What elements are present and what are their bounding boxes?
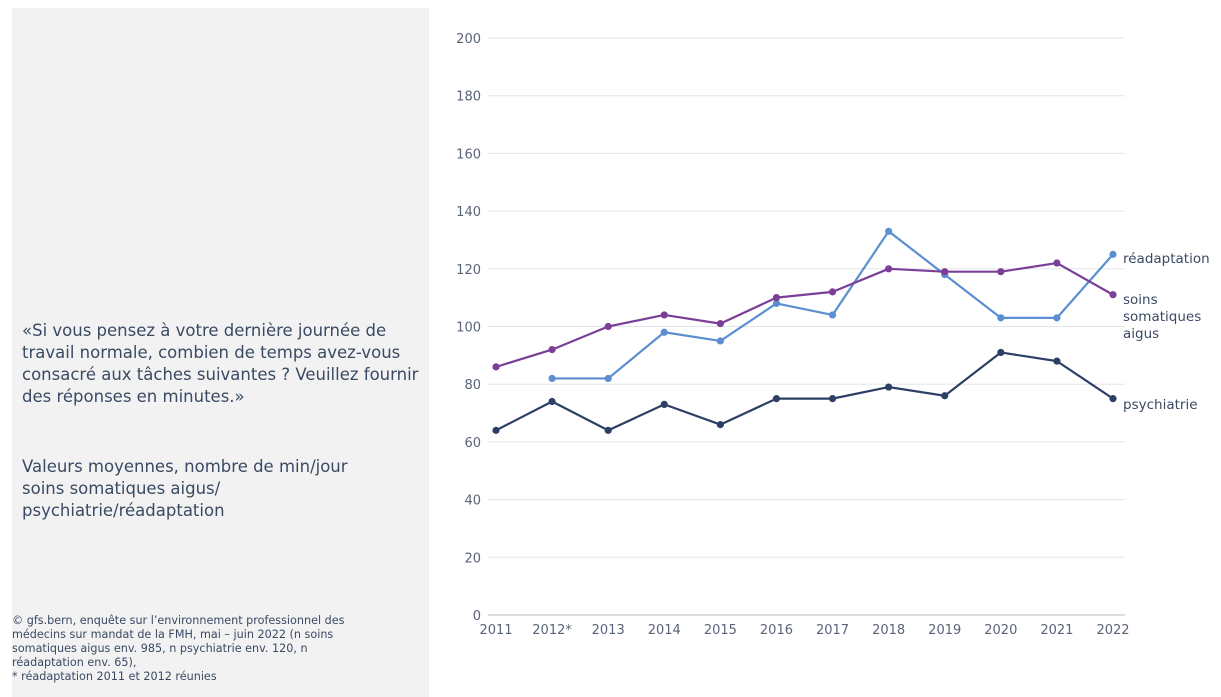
data-point	[828, 288, 837, 296]
x-tick-label: 2011	[479, 623, 512, 638]
x-tick-label: 2021	[1040, 623, 1073, 638]
data-point	[604, 426, 612, 434]
series-line	[495, 261, 1114, 368]
y-tick-label: 60	[464, 436, 481, 451]
y-tick-label: 0	[473, 609, 481, 624]
data-point	[1053, 314, 1061, 322]
x-tick-label: 2016	[760, 623, 793, 638]
source-line: médecins sur mandat de la FMH, mai – jui…	[12, 628, 334, 641]
source-line: * réadaptation 2011 et 2012 réunies	[12, 670, 217, 683]
subtitle-line: psychiatrie/réadaptation	[22, 501, 225, 520]
x-tick-label: 2020	[984, 623, 1017, 638]
data-point	[772, 299, 781, 308]
series-label-line: réadaptation	[1123, 251, 1210, 267]
series-label: réadaptation	[1123, 251, 1210, 267]
x-tick-label: 2018	[872, 623, 905, 638]
data-point	[1109, 250, 1117, 258]
source-line: réadaptation env. 65),	[12, 656, 137, 669]
data-point	[1109, 291, 1117, 299]
y-tick-label: 100	[456, 321, 481, 336]
chart-subtitle: Valeurs moyennes, nombre de min/jour soi…	[22, 456, 402, 522]
data-point	[772, 395, 781, 403]
data-point	[997, 268, 1005, 276]
source-line: © gfs.bern, enquête sur l’environnement …	[12, 614, 345, 627]
series-line	[495, 351, 1114, 432]
y-tick-label: 200	[456, 32, 481, 47]
data-point	[997, 314, 1005, 322]
series-label-line: soins	[1123, 292, 1158, 308]
data-point	[772, 294, 781, 302]
x-tick-label: 2017	[816, 623, 849, 638]
data-point	[997, 348, 1005, 357]
data-point	[1109, 395, 1117, 403]
source-line: somatiques aigus env. 985, n psychiatrie…	[12, 642, 308, 655]
data-point	[660, 328, 668, 336]
x-tick-label: 2022	[1096, 623, 1129, 638]
series-label-line: somatiques	[1123, 309, 1201, 325]
data-point	[716, 320, 724, 328]
left-panel	[12, 8, 429, 697]
y-tick-label: 120	[456, 263, 481, 278]
data-point	[716, 337, 724, 345]
data-point	[492, 426, 500, 434]
data-point	[660, 311, 668, 319]
series-label-line: aigus	[1123, 326, 1159, 342]
data-point	[828, 395, 837, 403]
data-point	[885, 227, 893, 235]
y-tick-label: 20	[464, 551, 481, 566]
data-point	[941, 392, 949, 400]
y-tick-label: 180	[456, 90, 481, 105]
data-point	[548, 345, 556, 354]
x-tick-label: 2015	[704, 623, 737, 638]
data-point	[660, 400, 668, 408]
x-tick-label: 2013	[592, 623, 625, 638]
data-point	[1053, 357, 1061, 365]
data-point	[716, 420, 724, 429]
survey-question: «Si vous pensez à votre dernière journée…	[22, 321, 419, 406]
data-point	[548, 397, 556, 406]
data-point	[941, 268, 949, 276]
subtitle-line: Valeurs moyennes, nombre de min/jour	[22, 457, 348, 476]
y-tick-label: 80	[464, 378, 481, 393]
data-point	[492, 363, 500, 371]
data-point	[604, 374, 612, 383]
x-tick-label: 2014	[648, 623, 681, 638]
data-point	[885, 265, 893, 273]
y-tick-label: 140	[456, 205, 481, 220]
series-label: psychiatrie	[1123, 397, 1198, 413]
data-point	[885, 383, 893, 391]
y-tick-label: 160	[456, 147, 481, 162]
x-tick-label: 2012*	[532, 623, 572, 638]
data-point	[828, 311, 837, 319]
series-label-line: psychiatrie	[1123, 397, 1198, 413]
data-point	[548, 374, 556, 383]
source-note: © gfs.bern, enquête sur l’environnement …	[12, 614, 402, 684]
subtitle-line: soins somatiques aigus/	[22, 479, 221, 498]
data-point	[1053, 259, 1061, 267]
series-label: soins somatiques aigus	[1123, 292, 1201, 342]
y-tick-label: 40	[464, 494, 481, 509]
data-point	[604, 322, 612, 331]
x-tick-label: 2019	[928, 623, 961, 638]
